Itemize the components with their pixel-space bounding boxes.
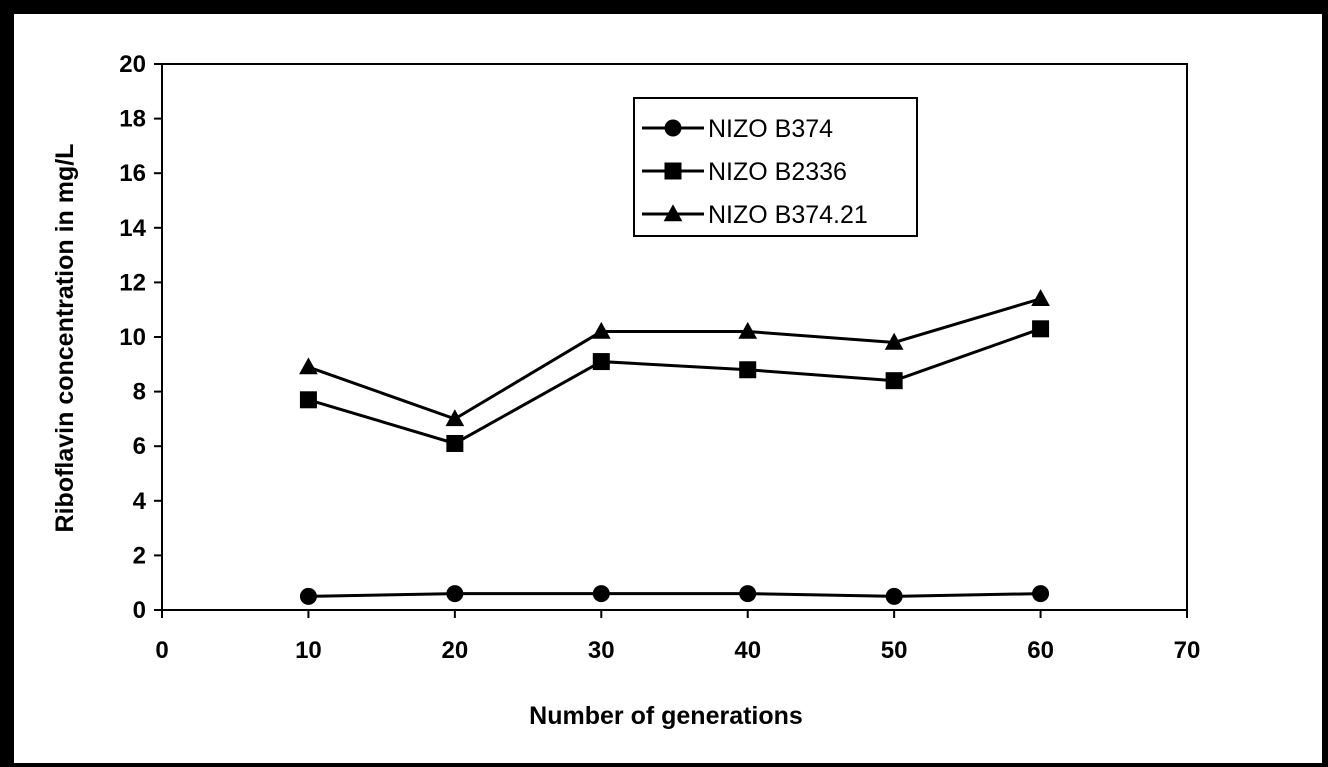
data-point-square <box>299 391 317 409</box>
legend-label: NIZO B2336 <box>708 158 847 186</box>
data-point-circle <box>446 585 464 603</box>
legend-item: NIZO B2336 <box>642 158 847 186</box>
x-tick-label: 20 <box>442 637 469 664</box>
data-point-triangle <box>445 409 465 427</box>
x-axis-title: Number of generations <box>529 702 803 730</box>
x-axis-ticks: 0 10 20 30 40 50 60 70 <box>155 610 1200 664</box>
data-point-circle <box>1032 585 1050 603</box>
data-point-square <box>446 434 464 452</box>
legend-marker-square <box>664 162 682 180</box>
series-line <box>307 297 1042 421</box>
data-point-square <box>592 353 610 371</box>
series-2 <box>299 320 1050 452</box>
y-tick-label: 0 <box>133 597 146 624</box>
x-tick-label: 0 <box>155 637 168 664</box>
series-1 <box>299 585 1050 605</box>
legend-item: NIZO B374 <box>642 115 833 143</box>
data-point-circle <box>885 587 903 605</box>
data-point-square <box>885 372 903 390</box>
data-point-circle <box>592 585 610 603</box>
data-point-triangle <box>591 321 611 339</box>
x-tick-label: 40 <box>734 637 761 664</box>
series-3 <box>299 289 1050 427</box>
y-tick-label: 18 <box>119 106 146 133</box>
data-point-square <box>739 361 757 379</box>
y-axis-ticks: 0 2 4 6 8 10 12 14 16 18 20 <box>119 51 162 624</box>
data-point-triangle <box>738 321 758 339</box>
y-axis-title: Riboflavin concentration in mg/L <box>51 144 79 533</box>
legend-item: NIZO B374.21 <box>642 201 868 229</box>
legend-label: NIZO B374 <box>708 115 833 143</box>
series-line <box>308 592 1041 598</box>
y-tick-label: 10 <box>119 324 146 351</box>
series-line <box>307 327 1042 446</box>
legend-marker-circle <box>664 119 682 137</box>
legend: NIZO B374 NIZO B2336 NIZO B374.21 <box>642 115 868 229</box>
data-point-triangle <box>884 332 904 350</box>
x-tick-label: 70 <box>1174 637 1201 664</box>
x-tick-label: 60 <box>1027 637 1054 664</box>
x-tick-label: 10 <box>295 637 322 664</box>
x-tick-label: 50 <box>881 637 908 664</box>
y-tick-label: 8 <box>133 379 146 406</box>
data-point-square <box>1032 320 1050 338</box>
y-tick-label: 12 <box>119 269 146 296</box>
data-point-circle <box>299 587 317 605</box>
x-tick-label: 30 <box>588 637 615 664</box>
data-point-circle <box>739 585 757 603</box>
y-tick-label: 16 <box>119 160 146 187</box>
y-tick-label: 20 <box>119 51 146 78</box>
y-tick-label: 14 <box>119 215 146 242</box>
y-tick-label: 2 <box>133 542 146 569</box>
data-point-triangle <box>299 357 318 375</box>
y-tick-label: 6 <box>133 433 146 460</box>
series-layer <box>299 289 1050 605</box>
y-tick-label: 4 <box>133 488 147 515</box>
legend-marker-triangle <box>663 204 683 222</box>
legend-label: NIZO B374.21 <box>708 201 868 229</box>
data-point-triangle <box>1031 289 1050 307</box>
